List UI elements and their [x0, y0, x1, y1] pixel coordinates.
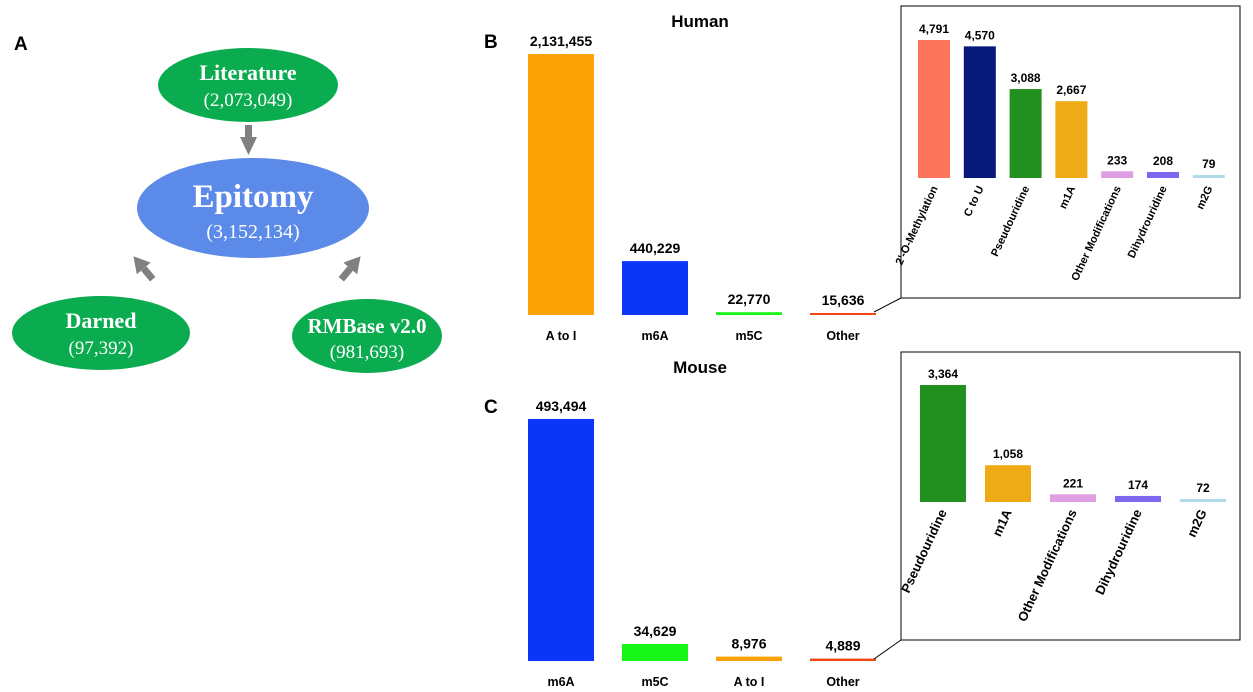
- bar-other: [810, 658, 876, 661]
- inset-bar-value-label: 233: [1107, 153, 1127, 167]
- chart-c-inset-connector: [873, 639, 902, 660]
- node-epitomy-count: (3,152,134): [206, 221, 299, 243]
- bar-value-label: 22,770: [728, 291, 771, 307]
- bar-value-label: 8,976: [731, 636, 766, 652]
- inset-bar-pseudouridine: [1009, 89, 1042, 178]
- inset-bar-m1a: [985, 465, 1031, 502]
- bar-value-label: 2,131,455: [530, 33, 592, 49]
- bar-value-label: 493,494: [536, 398, 587, 414]
- chart-c-main-bars: 493,494 m6A 34,629 m5C 8,976 A to I 4,889 Other: [528, 398, 876, 689]
- node-rmbase-count: (981,693): [330, 342, 404, 363]
- inset-bar-value-label: 3,364: [928, 367, 958, 381]
- bar-m5c: [622, 644, 688, 661]
- category-label: m6A: [641, 329, 668, 343]
- panel-c-letter: C: [484, 397, 498, 418]
- bar-other: [810, 313, 876, 315]
- inset-bar-value-label: 208: [1153, 154, 1173, 168]
- category-label: m6A: [547, 675, 574, 689]
- inset-bar-value-label: 79: [1202, 157, 1216, 171]
- bar-m6a: [528, 419, 594, 661]
- bar-a-to-i: [716, 656, 782, 661]
- inset-bar-dihydrouridine: [1115, 495, 1161, 502]
- category-label: A to I: [734, 675, 765, 689]
- panel-b: B Human 2,131,455 A to I 440,229 m6A 22,770 m…: [484, 5, 1241, 343]
- bar-value-label: 34,629: [634, 623, 677, 639]
- category-label: m5C: [735, 329, 762, 343]
- inset-bar-m2g: [1180, 499, 1226, 502]
- node-epitomy: Epitomy (3,152,134): [137, 158, 369, 258]
- panel-b-letter: B: [484, 32, 498, 53]
- chart-b-inset-connector: [873, 297, 902, 313]
- arrow-darned-to-epitomy: [133, 256, 156, 282]
- panel-a: A Literature (2,073,049) Epitomy (3,152,…: [12, 34, 442, 373]
- inset-bar-value-label: 4,791: [919, 22, 949, 36]
- inset-bar-m1a: [1055, 101, 1088, 178]
- inset-bar-value-label: 1,058: [993, 447, 1023, 461]
- inset-bar-2-o-methylation: [918, 40, 950, 178]
- arrow-rmbase-to-epitomy: [338, 256, 361, 282]
- bar-value-label: 15,636: [822, 292, 865, 308]
- node-literature-title: Literature: [199, 60, 297, 85]
- inset-bar-value-label: 221: [1063, 476, 1083, 490]
- inset-bar-other-modifications: [1050, 494, 1096, 502]
- node-literature: Literature (2,073,049): [158, 48, 338, 122]
- bar-value-label: 4,889: [825, 638, 860, 654]
- bar-m5c: [716, 312, 782, 315]
- inset-bar-value-label: 72: [1196, 481, 1210, 495]
- node-darned: Darned (97,392): [12, 296, 190, 370]
- inset-bar-dihydrouridine: [1147, 172, 1179, 178]
- bar-value-label: 440,229: [630, 240, 681, 256]
- node-darned-count: (97,392): [69, 338, 134, 359]
- node-literature-count: (2,073,049): [204, 90, 293, 111]
- inset-bar-value-label: 4,570: [965, 28, 995, 42]
- category-label: Other: [826, 675, 859, 689]
- inset-bar-m2g: [1192, 175, 1225, 178]
- inset-bar-other-modifications: [1101, 171, 1134, 178]
- bar-a-to-i: [528, 54, 594, 315]
- panel-c: C Mouse 493,494 m6A 34,629 m5C 8,976 A to I 4,…: [484, 351, 1241, 689]
- chart-b-title: Human: [671, 12, 729, 31]
- node-epitomy-title: Epitomy: [192, 179, 314, 215]
- inset-bar-value-label: 174: [1128, 478, 1148, 492]
- bar-m6a: [622, 261, 688, 315]
- category-label: Other: [826, 329, 859, 343]
- inset-bar-c-to-u: [963, 46, 996, 178]
- panel-a-letter: A: [14, 34, 28, 55]
- node-darned-title: Darned: [66, 308, 137, 333]
- chart-c-title: Mouse: [673, 358, 727, 377]
- inset-bar-value-label: 2,667: [1056, 83, 1086, 97]
- arrow-literature-to-epitomy: [240, 125, 257, 155]
- inset-bar-pseudouridine: [920, 385, 966, 502]
- category-label: A to I: [546, 329, 577, 343]
- category-label: m5C: [641, 675, 668, 689]
- node-rmbase: RMBase v2.0 (981,693): [292, 299, 442, 373]
- inset-bar-value-label: 3,088: [1011, 71, 1041, 85]
- chart-b-main-bars: 2,131,455 A to I 440,229 m6A 22,770 m5C 15,636…: [528, 33, 876, 343]
- node-rmbase-title: RMBase v2.0: [308, 314, 427, 338]
